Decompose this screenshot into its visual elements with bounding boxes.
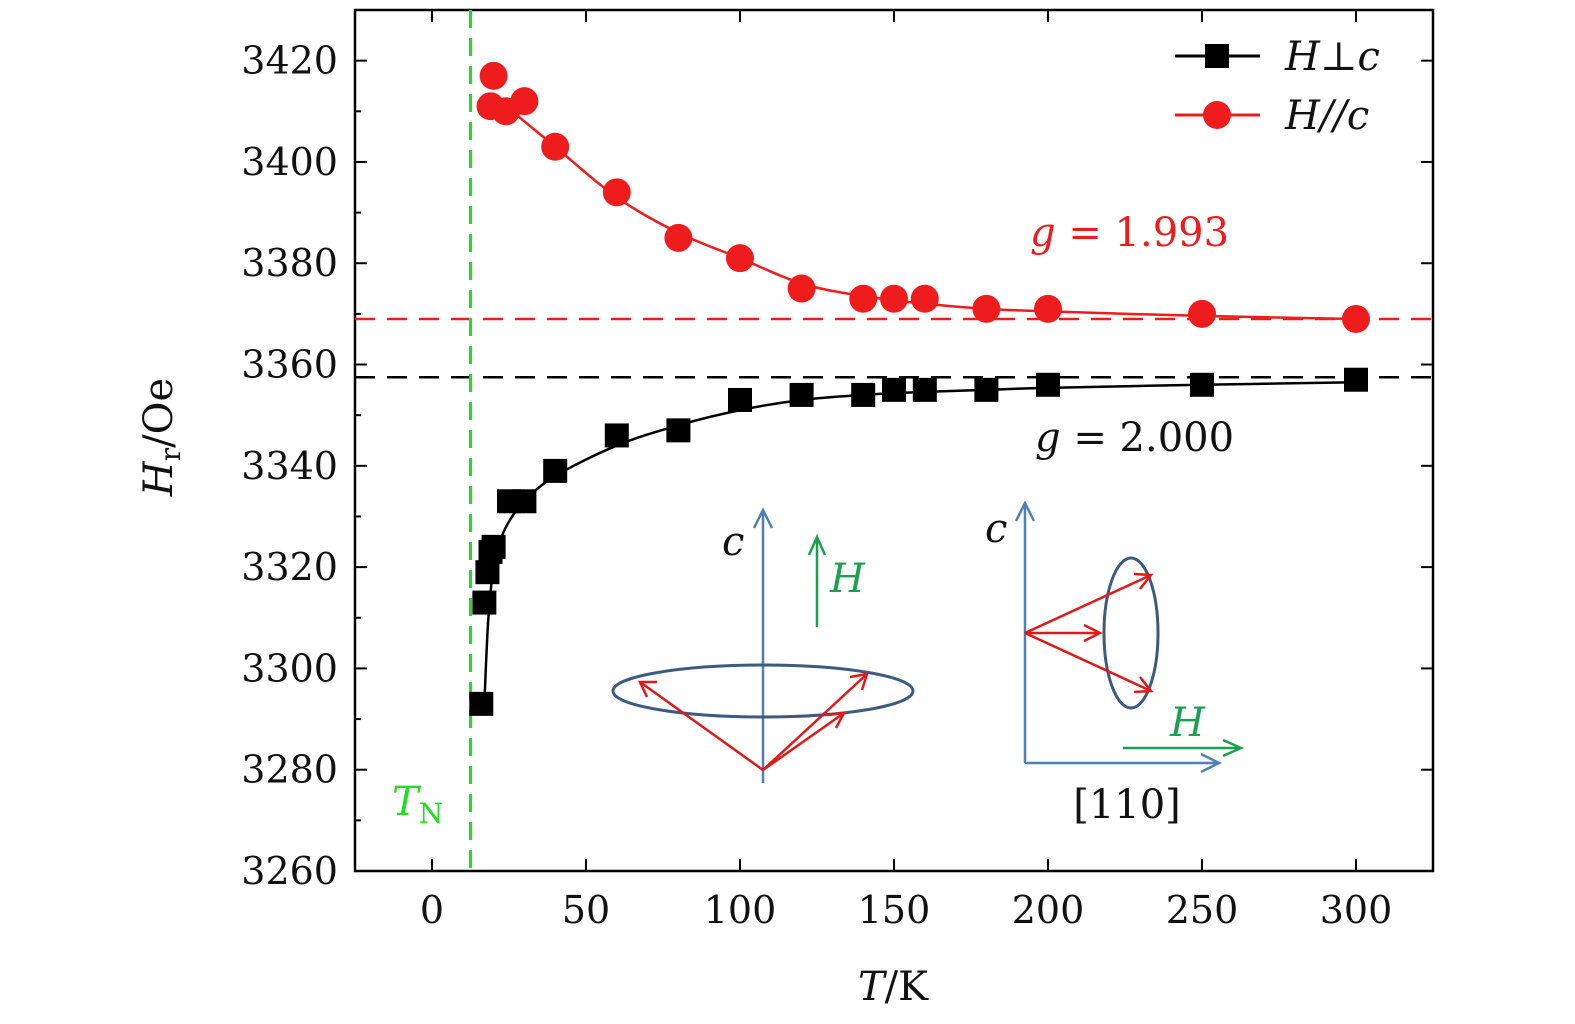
legend-label-par: H//c [1284, 93, 1369, 139]
data-point-circle [910, 284, 939, 313]
data-point-square [1344, 367, 1368, 392]
y-tick-label: 3380 [241, 241, 338, 285]
inset-left-vector-1-head [638, 680, 657, 698]
data-point-circle [880, 284, 908, 313]
series-layer [469, 61, 1370, 716]
x-tick-label: 300 [1320, 888, 1393, 932]
inset-right-c-arrowhead [1014, 500, 1036, 522]
x-tick-label: 250 [1166, 888, 1239, 932]
tn-annotation: TN [392, 779, 443, 830]
x-tick-label: 0 [420, 888, 444, 932]
inset-left-precession-ellipse [611, 663, 915, 719]
data-point-circle [849, 284, 878, 313]
data-point-circle [1188, 299, 1216, 328]
legend-marker-square [1205, 44, 1229, 68]
legend-label-perp: H⊥c [1284, 34, 1380, 80]
inset-right-vector-2-head [1083, 623, 1103, 643]
data-point-circle [664, 223, 693, 252]
y-tick-label: 3300 [241, 646, 338, 690]
data-point-square [912, 377, 937, 402]
data-point-circle [726, 244, 754, 273]
inset-right-c-label: c [985, 506, 1007, 552]
data-point-square [882, 377, 906, 402]
plot-frame [353, 8, 1435, 873]
data-point-circle [541, 132, 570, 161]
y-tick-label: 3320 [241, 545, 338, 589]
data-point-square [472, 590, 497, 615]
x-tick-label: 50 [562, 888, 610, 932]
inset-left-vector-2-head [849, 672, 869, 691]
data-point-circle [972, 294, 1001, 323]
y-tick-label: 3340 [241, 444, 338, 488]
x-tick-label: 200 [1012, 888, 1085, 932]
inset-right: c [110] H [985, 500, 1245, 828]
x-tick-label: 100 [704, 888, 777, 932]
x-tick-label: 150 [858, 888, 931, 932]
plot-area-border [353, 8, 1435, 873]
inset-left-vector-2 [762, 673, 868, 771]
g-perp-annotation: g = 2.000 [1035, 415, 1234, 461]
data-point-square [543, 458, 568, 483]
series-h-par-c [476, 61, 1370, 333]
data-point-circle [1034, 294, 1062, 323]
inset-right-110-arrowhead [1200, 752, 1222, 774]
data-point-square [469, 691, 494, 716]
inset-right-vector-3-head [1133, 676, 1154, 694]
inset-right-vector-3 [1024, 631, 1152, 693]
inset-left-c-label: c [722, 519, 744, 565]
inset-right-vector-1 [1024, 573, 1152, 635]
inset-left-field-arrowhead [807, 533, 827, 556]
inset-left-vector-3 [762, 711, 845, 772]
y-tick-label: 3420 [241, 39, 338, 83]
inset-left-vector-1 [639, 680, 764, 772]
ticks-layer: 0 50 100 150 200 250 300 3260 3280 3300 3320 3340 33… [241, 10, 1433, 932]
inset-right-vector-1-head [1133, 572, 1154, 590]
inset-right-direction-label: [110] [1073, 782, 1181, 828]
y-tick-label: 3280 [241, 748, 338, 792]
inset-right-precession-ellipse [1102, 556, 1160, 710]
data-point-square [974, 377, 999, 402]
inset-left: c H [611, 507, 915, 783]
data-point-square [604, 423, 629, 448]
legend: H⊥c H//c [1175, 34, 1380, 139]
inset-left-field-label: H [829, 556, 866, 602]
inset-left-c-arrowhead [752, 507, 774, 529]
reference-lines [355, 10, 1433, 871]
data-point-square [666, 418, 691, 443]
y-tick-label: 3260 [241, 849, 338, 893]
data-point-square [512, 489, 537, 514]
g-par-annotation: g = 1.993 [1030, 210, 1229, 256]
data-point-square [1190, 372, 1214, 397]
inset-left-vector-3-head [826, 711, 847, 729]
inset-right-field-arrowhead [1222, 738, 1245, 758]
legend-marker-circle [1203, 101, 1231, 129]
data-point-square [1036, 372, 1060, 397]
data-point-square [475, 560, 500, 585]
x-axis-title: T/K [858, 964, 929, 1010]
data-point-circle [1342, 304, 1370, 333]
inset-right-field-label: H [1169, 700, 1206, 746]
data-point-circle [787, 274, 816, 303]
data-point-circle [479, 61, 508, 90]
data-point-circle [602, 178, 631, 207]
series-h-perp-c [469, 367, 1368, 716]
y-tick-label: 3400 [241, 140, 338, 184]
data-point-square [481, 534, 506, 559]
data-point-square [789, 382, 814, 407]
data-point-square [851, 382, 876, 407]
data-point-square [728, 387, 752, 412]
data-point-circle [510, 87, 539, 116]
y-tick-label: 3360 [241, 343, 338, 387]
y-axis-title: Hr/Oe [136, 378, 187, 497]
